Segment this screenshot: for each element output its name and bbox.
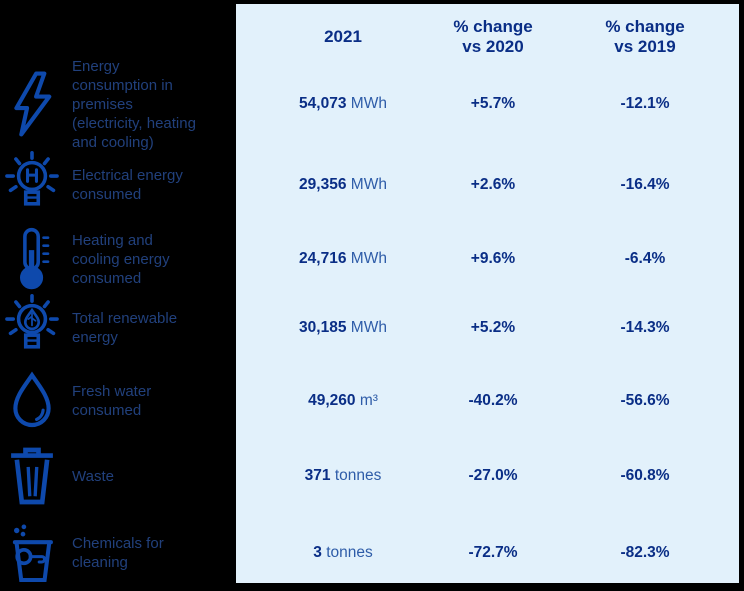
lightning-bolt-icon [9,69,55,139]
column-header-2021-text: 2021 [324,27,362,46]
row-chemicals [0,514,64,591]
value-number: 29,356 [299,176,347,193]
value-unit: MWh [350,176,387,193]
change-vs-2020: +2.6% [470,176,516,193]
row-electrical-energy [0,144,64,226]
row-label: Heating and cooling energy consumed [72,231,170,287]
change-vs-2020: +9.6% [470,250,516,267]
renewable-bulb-icon [3,294,61,362]
column-header-change-2019: % change vs 2019 [600,0,744,64]
header-spacer-icon-col [0,0,64,64]
row-label: Energy consumption in premises (electric… [72,57,196,151]
value-2021: 30,185 MWh [236,292,450,364]
value-2021: 54,073 MWh [236,64,450,144]
header-spacer-label-col [64,0,236,64]
row-waste [0,438,64,514]
change-vs-2019: -60.8% [620,467,670,484]
row-label: Electrical energy consumed [72,167,183,203]
value-number: 54,073 [299,95,347,112]
change-vs-2020: +5.2% [470,319,516,336]
value-unit: MWh [350,319,387,336]
change-vs-2020: -27.0% [468,467,518,484]
value-number: 30,185 [299,319,347,336]
column-header-change-2020: % change vs 2020 [450,0,600,64]
change-vs-2019: -12.1% [620,95,670,112]
value-unit: m³ [359,392,378,409]
row-label: Waste [72,467,114,485]
change-vs-2020: -72.7% [468,543,518,561]
value-number: 371 [304,467,331,484]
column-header-change-2019-text: % change vs 2019 [605,17,685,56]
change-vs-2019: -82.3% [620,543,670,561]
change-vs-2020: +5.7% [470,95,516,112]
change-vs-2019: -6.4% [624,250,666,267]
value-number: 24,716 [299,250,347,267]
water-drop-icon [8,371,56,431]
row-renewable-energy [0,292,64,364]
table-panel-background [236,4,739,583]
value-unit: tonnes [334,467,382,484]
change-vs-2020: -40.2% [468,392,518,409]
value-unit: tonnes [326,543,373,561]
value-unit: MWh [350,95,387,112]
change-vs-2019: -14.3% [620,319,670,336]
row-label: Fresh water consumed [72,383,152,419]
electric-bulb-icon [3,151,61,219]
row-label: Chemicals for cleaning [72,534,164,571]
row-energy-consumption [0,64,64,144]
change-vs-2019: -16.4% [620,176,670,193]
value-2021: 49,260 m³ [236,364,450,438]
value-2021: 371 tonnes [236,438,450,514]
value-2021: 29,356 MWh [236,144,450,226]
thermometer-icon [12,227,52,291]
column-header-change-2020-text: % change vs 2020 [453,17,533,56]
value-number: 49,260 [308,392,356,409]
value-2021: 24,716 MWh [236,226,450,292]
row-fresh-water [0,364,64,438]
value-number: 3 [313,543,322,561]
row-label: Total renewable energy [72,310,178,346]
trash-can-icon [6,446,58,506]
value-2021: 3 tonnes [236,514,450,591]
value-unit: MWh [350,250,387,267]
column-header-2021: 2021 [236,0,450,64]
change-vs-2019: -56.6% [620,392,670,409]
row-heating-cooling [0,226,64,292]
cleaning-bucket-icon [5,521,59,585]
